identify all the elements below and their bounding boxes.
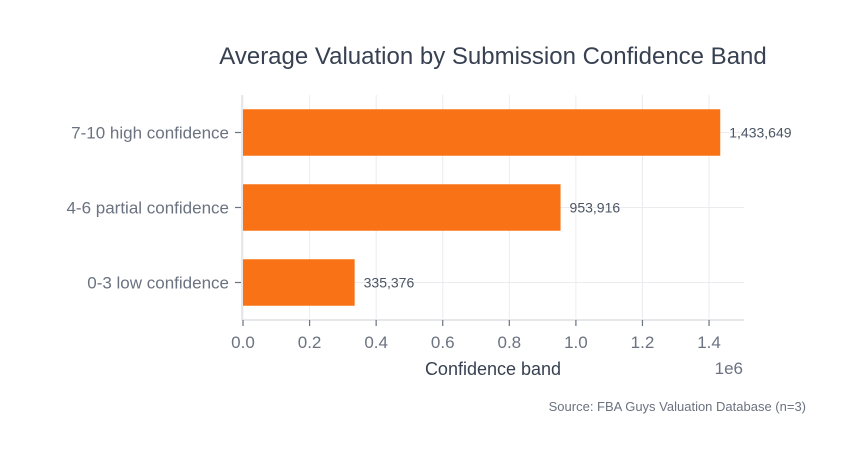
chart-title: Average Valuation by Submission Confiden… — [219, 43, 766, 70]
data-label: 953,916 — [570, 200, 621, 216]
bar — [243, 109, 721, 156]
bar — [243, 259, 355, 306]
data-label: 1,433,649 — [729, 125, 791, 141]
x-tick-label: 0.0 — [231, 333, 255, 352]
x-tick-label: 0.8 — [497, 333, 521, 352]
x-tick-label: 1.0 — [564, 333, 588, 352]
x-tick-label: 0.4 — [364, 333, 388, 352]
bars: 1,433,649 953,916 335,376 — [243, 109, 792, 306]
x-axis-label: Confidence band — [425, 359, 561, 379]
x-tick-label: 1.2 — [631, 333, 655, 352]
x-scale-label: 1e6 — [715, 359, 743, 378]
x-tick-label: 0.6 — [431, 333, 455, 352]
x-ticks: 0.0 0.2 0.4 0.6 0.8 1.0 1.2 1.4 — [231, 320, 721, 352]
data-label: 335,376 — [364, 275, 415, 291]
y-tick-label: 0-3 low confidence — [87, 274, 229, 293]
x-tick-label: 0.2 — [298, 333, 322, 352]
x-tick-label: 1.4 — [697, 333, 721, 352]
source-note: Source: FBA Guys Valuation Database (n=3… — [549, 399, 806, 414]
y-tick-label: 4-6 partial confidence — [66, 199, 229, 218]
bar — [243, 184, 561, 231]
y-tick-label: 7-10 high confidence — [71, 124, 229, 143]
y-tick-labels: 7-10 high confidence 4-6 partial confiden… — [66, 124, 241, 293]
